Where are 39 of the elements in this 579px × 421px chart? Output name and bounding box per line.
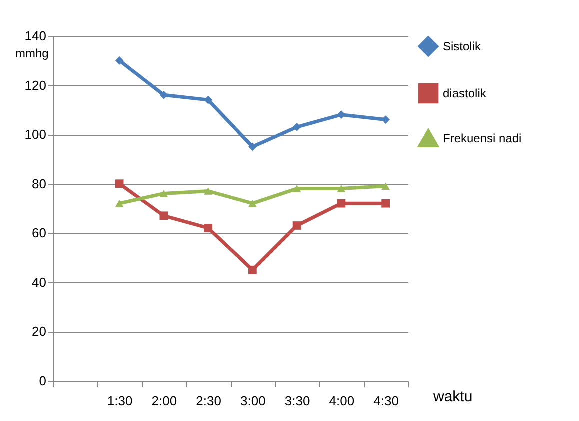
point	[248, 200, 257, 208]
point	[248, 266, 257, 274]
y-tick-label: 60	[32, 226, 46, 241]
y-tick-label: 80	[32, 176, 46, 192]
point	[382, 199, 390, 208]
x-axis-title: waktu	[432, 388, 473, 406]
x-tick-label: 2:30	[196, 394, 222, 408]
point	[337, 185, 346, 192]
point	[115, 56, 124, 65]
y-tick-label: 40	[32, 274, 46, 290]
x-tick-label: 3:00	[240, 394, 266, 408]
x-tick-label: 1:30	[107, 394, 133, 408]
point	[382, 116, 390, 124]
point	[160, 212, 168, 220]
point	[204, 96, 212, 104]
point	[248, 142, 257, 152]
y-tick-label: 120	[24, 78, 46, 93]
x-tick-label: 2:00	[152, 394, 178, 408]
point	[115, 200, 124, 208]
point	[382, 182, 390, 190]
point	[292, 222, 302, 230]
legend-label: Sistolik	[443, 40, 482, 54]
x-tick-label: 4:30	[374, 394, 399, 408]
legend-label: Frekuensi nadi	[443, 132, 522, 146]
point	[204, 188, 212, 195]
point	[204, 224, 212, 232]
point	[292, 185, 302, 192]
y-tick-label: 20	[32, 324, 46, 340]
y-tick-label: 0	[39, 374, 46, 388]
point	[292, 122, 302, 132]
point	[115, 180, 124, 188]
x-tick-label: 3:30	[284, 394, 310, 408]
x-tick-label: 4:00	[329, 394, 355, 408]
legend-label: diastolik	[443, 86, 488, 100]
point	[160, 190, 168, 198]
y-tick-label: 100	[24, 127, 46, 142]
point	[337, 199, 346, 208]
y-axis-title: mmhg	[16, 46, 49, 60]
y-tick-label: 140	[24, 28, 46, 44]
